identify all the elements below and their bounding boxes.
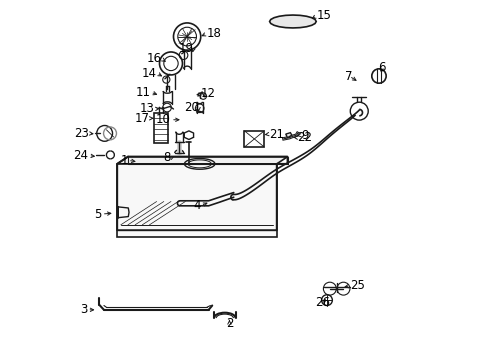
- Bar: [244, 131, 264, 147]
- Text: 23: 23: [74, 127, 88, 140]
- Text: 6: 6: [377, 60, 385, 73]
- Text: 2: 2: [225, 317, 233, 330]
- Text: 14: 14: [142, 67, 156, 80]
- Text: 8: 8: [163, 151, 171, 164]
- Text: 4: 4: [193, 199, 201, 212]
- Polygon shape: [117, 164, 276, 237]
- Text: 1: 1: [120, 154, 128, 167]
- Polygon shape: [285, 133, 291, 138]
- Text: 9: 9: [301, 129, 308, 142]
- Text: 3: 3: [80, 303, 87, 316]
- Text: 19: 19: [178, 41, 193, 54]
- Polygon shape: [269, 15, 316, 28]
- Text: 24: 24: [73, 149, 88, 162]
- Polygon shape: [117, 157, 287, 164]
- Text: 7: 7: [345, 69, 352, 82]
- Text: 11: 11: [135, 86, 150, 99]
- Text: 12: 12: [201, 87, 215, 100]
- Text: 25: 25: [349, 279, 365, 292]
- Text: 16: 16: [146, 52, 161, 65]
- Text: 15: 15: [316, 9, 331, 22]
- Text: 26: 26: [315, 296, 329, 309]
- Bar: [154, 113, 168, 143]
- Text: 5: 5: [94, 208, 102, 221]
- Text: 22: 22: [297, 131, 312, 144]
- Text: 21: 21: [268, 127, 284, 141]
- Text: 20: 20: [183, 101, 198, 114]
- Text: 18: 18: [206, 27, 221, 40]
- Text: 10: 10: [156, 113, 171, 126]
- Text: 13: 13: [139, 103, 154, 116]
- Text: 17: 17: [134, 112, 149, 125]
